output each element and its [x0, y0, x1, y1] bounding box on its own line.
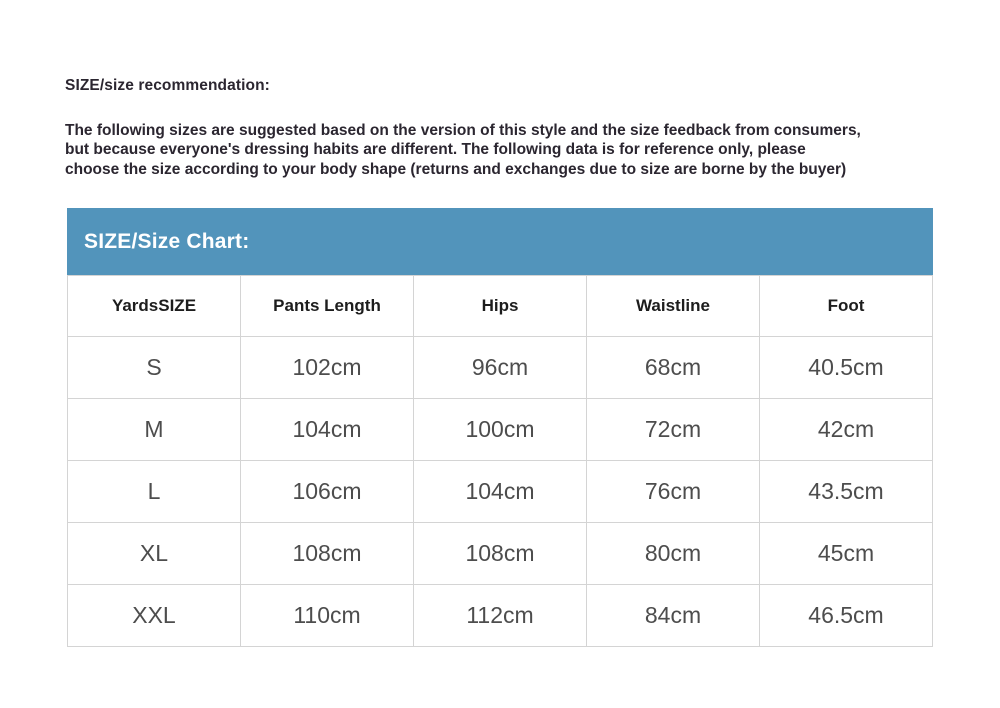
paragraph-line-3: choose the size according to your body s… [65, 160, 847, 178]
column-header-foot: Foot [759, 275, 933, 337]
waistline-value: 76cm [586, 460, 760, 523]
size-chart-title-bar: SIZE/Size Chart: [67, 208, 933, 275]
table-row-xxl: XXL 110cm 112cm 84cm 46.5cm [67, 584, 933, 647]
hips-value: 112cm [413, 584, 587, 647]
table-row-m: M 104cm 100cm 72cm 42cm [67, 398, 933, 461]
size-recommendation-paragraph: The following sizes are suggested based … [65, 121, 861, 179]
foot-value: 45cm [759, 522, 933, 585]
paragraph-line-2: but because everyone's dressing habits a… [65, 141, 806, 159]
column-header-yards-size: YardsSIZE [67, 275, 241, 337]
size-label: XL [67, 522, 241, 585]
pants-length-value: 106cm [240, 460, 414, 523]
size-label: S [67, 336, 241, 399]
size-chart: SIZE/Size Chart: YardsSIZE Pants Length … [67, 208, 933, 647]
hips-value: 108cm [413, 522, 587, 585]
size-label: XXL [67, 584, 241, 647]
header-row: YardsSIZE Pants Length Hips Waistline Fo… [67, 275, 933, 337]
paragraph-line-1: The following sizes are suggested based … [65, 122, 861, 139]
column-header-hips: Hips [413, 275, 587, 337]
waistline-value: 80cm [586, 522, 760, 585]
waistline-value: 68cm [586, 336, 760, 399]
table-row-s: S 102cm 96cm 68cm 40.5cm [67, 336, 933, 399]
pants-length-value: 104cm [240, 398, 414, 461]
waistline-value: 84cm [586, 584, 760, 647]
waistline-value: 72cm [586, 398, 760, 461]
size-label: L [67, 460, 241, 523]
size-table: YardsSIZE Pants Length Hips Waistline Fo… [67, 275, 933, 647]
hips-value: 100cm [413, 398, 587, 461]
pants-length-value: 108cm [240, 522, 414, 585]
column-header-waistline: Waistline [586, 275, 760, 337]
pants-length-value: 102cm [240, 336, 414, 399]
pants-length-value: 110cm [240, 584, 414, 647]
size-recommendation-heading: SIZE/size recommendation: [65, 77, 270, 94]
foot-value: 43.5cm [759, 460, 933, 523]
foot-value: 46.5cm [759, 584, 933, 647]
column-header-pants-length: Pants Length [240, 275, 414, 337]
size-table-header: YardsSIZE Pants Length Hips Waistline Fo… [67, 275, 933, 337]
size-chart-title: SIZE/Size Chart: [84, 229, 250, 253]
hips-value: 104cm [413, 460, 587, 523]
table-row-l: L 106cm 104cm 76cm 43.5cm [67, 460, 933, 523]
size-table-body: S 102cm 96cm 68cm 40.5cm M 104cm 100cm 7… [67, 336, 933, 647]
foot-value: 42cm [759, 398, 933, 461]
foot-value: 40.5cm [759, 336, 933, 399]
size-label: M [67, 398, 241, 461]
table-row-xl: XL 108cm 108cm 80cm 45cm [67, 522, 933, 585]
hips-value: 96cm [413, 336, 587, 399]
